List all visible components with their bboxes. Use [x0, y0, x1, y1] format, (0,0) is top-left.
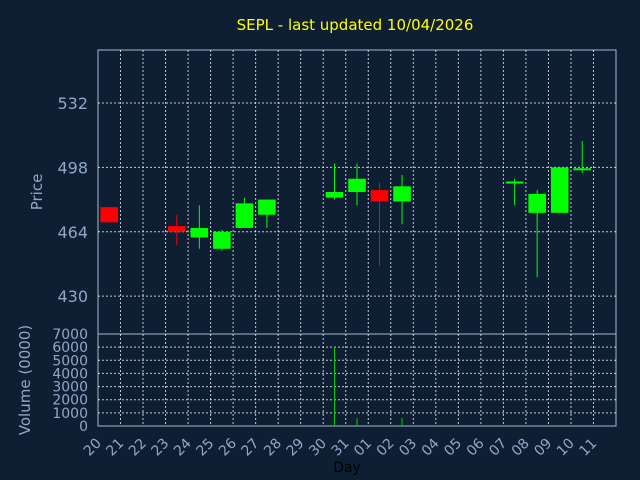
- volume-plot-frame: [97, 333, 617, 427]
- volume-tick-label: 5000: [52, 353, 88, 369]
- x-tick-label: 07: [486, 436, 510, 460]
- x-tick-label: 22: [126, 436, 150, 460]
- volume-tick-label: 7000: [52, 327, 88, 343]
- x-tick-label: 24: [171, 435, 195, 459]
- price-tick-label: 498: [57, 158, 88, 177]
- chart-title: SEPL - last updated 10/04/2026: [237, 16, 474, 34]
- candle-body: [370, 190, 389, 202]
- x-tick-label: 03: [396, 436, 420, 460]
- price-axis-label: Price: [28, 174, 46, 211]
- volume-tick-label: 3000: [52, 380, 88, 396]
- candle-body: [550, 167, 569, 213]
- x-tick-label: 09: [531, 436, 555, 460]
- volume-axis-label: Volume (0000): [16, 325, 34, 435]
- candle-body: [573, 168, 592, 171]
- volume-bars: [333, 347, 403, 426]
- volume-tick-label: 2000: [52, 393, 88, 409]
- grid-lines: [98, 50, 616, 426]
- volume-tick-label: 0: [79, 419, 88, 435]
- x-tick-label: 02: [374, 436, 398, 460]
- candle-body: [528, 193, 546, 213]
- candle-body: [348, 178, 366, 192]
- x-tick-label: 25: [194, 436, 218, 460]
- candle-body: [505, 181, 524, 184]
- x-tick-label: 11: [576, 436, 600, 460]
- candle-body: [168, 226, 186, 232]
- candle-body: [100, 207, 119, 223]
- x-tick-label: 30: [306, 436, 330, 460]
- x-tick-label: 01: [351, 436, 375, 460]
- volume-tick-label: 4000: [52, 366, 88, 382]
- x-tick-label: 23: [148, 436, 172, 460]
- x-tick-label: 04: [419, 435, 443, 459]
- x-tick-label: 10: [554, 436, 578, 460]
- candle-body: [258, 199, 276, 215]
- x-axis-label: Day: [333, 460, 361, 476]
- x-tick-label: 31: [329, 436, 353, 460]
- price-tick-label: 464: [57, 223, 88, 242]
- price-tick-label: 430: [57, 287, 88, 306]
- x-tick-label: 08: [509, 436, 533, 460]
- price-y-ticks: 430 464 498 532: [57, 94, 88, 306]
- volume-tick-label: 1000: [52, 406, 88, 422]
- x-axis-ticks: 2021222324252627282930310102030405060708…: [81, 435, 600, 459]
- x-tick-label: 26: [216, 435, 240, 459]
- candle-body: [393, 186, 411, 202]
- x-tick-label: 06: [464, 435, 488, 459]
- x-tick-label: 29: [284, 436, 308, 460]
- candle-body: [190, 227, 209, 238]
- candle-body: [213, 231, 231, 249]
- price-tick-label: 532: [57, 94, 88, 113]
- x-tick-label: 20: [81, 436, 105, 460]
- x-tick-label: 05: [441, 436, 465, 460]
- candle-body: [235, 203, 254, 228]
- candles: [100, 140, 592, 278]
- candle-body: [325, 192, 344, 198]
- x-tick-label: 21: [103, 436, 127, 460]
- x-tick-label: 27: [239, 436, 263, 460]
- volume-tick-label: 6000: [52, 340, 88, 356]
- x-tick-label: 28: [261, 436, 285, 460]
